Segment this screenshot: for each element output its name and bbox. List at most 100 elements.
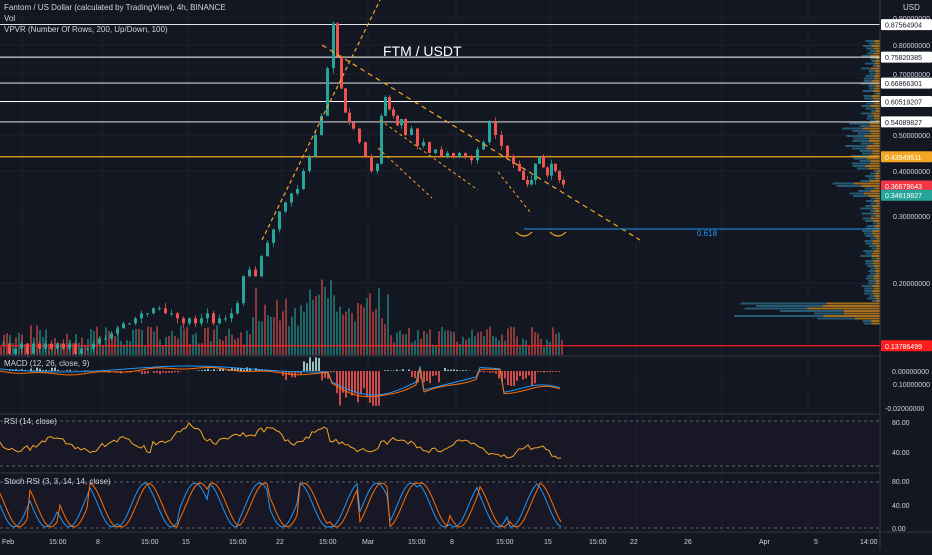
vpvr-bar-down	[873, 90, 880, 92]
vpvr-bar-up	[865, 263, 872, 265]
candle-body	[224, 318, 227, 319]
macd-histogram-bar	[510, 371, 512, 386]
macd-histogram-bar	[285, 371, 287, 380]
volume-bar	[210, 341, 212, 355]
vpvr-bar-up	[870, 295, 875, 297]
vpvr-bar-up	[865, 205, 873, 207]
macd-histogram-bar	[528, 371, 530, 375]
volume-bar	[456, 342, 458, 355]
volume-bar	[288, 326, 290, 355]
macd-histogram-bar	[438, 371, 440, 382]
candle-body	[458, 153, 461, 157]
candle-body	[104, 339, 107, 340]
vpvr-bar-down	[874, 275, 880, 277]
candle-body	[344, 89, 347, 113]
vpvr-bar-down	[873, 98, 880, 100]
volume-bar	[357, 303, 359, 355]
vpvr-bar-up	[862, 230, 872, 232]
candle-body	[364, 142, 367, 156]
candle-body	[116, 328, 119, 333]
macd-histogram-bar	[198, 370, 200, 371]
vpvr-bar-up	[860, 160, 871, 162]
candle-body	[296, 189, 299, 194]
vpvr-bar-down	[874, 118, 880, 120]
vpvr-bar-down	[875, 225, 880, 227]
volume-bar	[120, 341, 122, 355]
price-tick-label: 0.80000000	[893, 43, 930, 50]
vpvr-bar-up	[868, 115, 874, 117]
vpvr-bar-up	[866, 40, 875, 42]
macd-histogram-bar	[375, 371, 377, 406]
vpvr-bar-up	[862, 213, 873, 215]
volume-bar	[12, 343, 14, 355]
macd-label: MACD (12, 26, close, 9)	[4, 359, 89, 368]
macd-histogram-bar	[219, 369, 221, 371]
vpvr-bar-down	[872, 255, 880, 257]
vpvr-bar-down	[873, 278, 880, 280]
level-tag-text: 0.87564904	[885, 23, 922, 30]
macd-histogram-bar	[45, 370, 47, 371]
candle-body	[152, 308, 155, 313]
vpvr-bar-down	[874, 188, 880, 190]
vpvr-bar-down	[874, 40, 880, 42]
volume-bar	[546, 340, 548, 355]
macd-histogram-bar	[54, 368, 56, 371]
price-tick-label: 0.50000000	[893, 133, 930, 140]
vpvr-bar-down	[875, 210, 880, 212]
macd-histogram-bar	[333, 371, 335, 372]
candle-body	[272, 229, 275, 242]
volume-bar	[303, 311, 305, 355]
macd-histogram-bar	[201, 370, 203, 371]
volume-bar	[468, 338, 470, 355]
volume-bar	[96, 327, 98, 355]
volume-bar	[330, 280, 332, 355]
candle-body	[194, 318, 197, 323]
vpvr-bar-down	[864, 135, 880, 137]
vpvr-bar-up	[861, 105, 870, 107]
volume-bar	[18, 333, 20, 355]
volume-bar	[228, 329, 230, 355]
vpvr-bar-up	[861, 143, 874, 145]
macd-histogram-bar	[426, 371, 428, 381]
vpvr-bar-down	[875, 175, 880, 177]
macd-histogram-bar	[66, 370, 68, 371]
vpvr-bar-up	[874, 93, 878, 95]
macd-histogram-bar	[366, 371, 368, 397]
volume-bar	[321, 279, 323, 355]
vpvr-bar-up	[849, 123, 869, 125]
vpvr-bar-down	[875, 43, 880, 45]
vpvr-bar-up	[868, 283, 875, 285]
volume-bar	[528, 346, 530, 355]
level-tag-text: 0.13786499	[885, 344, 922, 351]
vpvr-bar-down	[873, 260, 880, 262]
macd-histogram-bar	[243, 370, 245, 371]
vpvr-bar-down	[874, 88, 880, 90]
volume-bar	[378, 288, 380, 355]
vpvr-bar-up	[745, 308, 808, 310]
vpvr-bar-up	[867, 225, 875, 227]
vpvr-bar-up	[868, 270, 874, 272]
candle-body	[348, 113, 351, 123]
vpvr-bar-down	[872, 320, 880, 322]
vpvr-bar-up	[872, 300, 877, 302]
vpvr-bar-down	[869, 123, 880, 125]
vpvr-bar-down	[874, 48, 880, 50]
vpvr-bar-down	[874, 75, 880, 77]
vpvr-bar-up	[866, 278, 874, 280]
vpvr-bar-up	[870, 210, 875, 212]
volume-bar	[132, 330, 134, 355]
vpvr-bar-up	[867, 118, 874, 120]
volume-bar	[276, 300, 278, 355]
vpvr-bar-up	[741, 303, 827, 305]
macd-histogram-bar	[345, 371, 347, 398]
vpvr-bar-down	[874, 115, 880, 117]
candle-body	[538, 157, 541, 164]
level-tag-text: 0.60519207	[885, 99, 922, 106]
vpvr-bar-up	[865, 220, 873, 222]
vpvr-bar-up	[869, 245, 876, 247]
time-tick-label: Feb	[2, 539, 14, 546]
rsi-axis-label: 80.00	[892, 420, 910, 427]
vpvr-bar-up	[863, 90, 873, 92]
